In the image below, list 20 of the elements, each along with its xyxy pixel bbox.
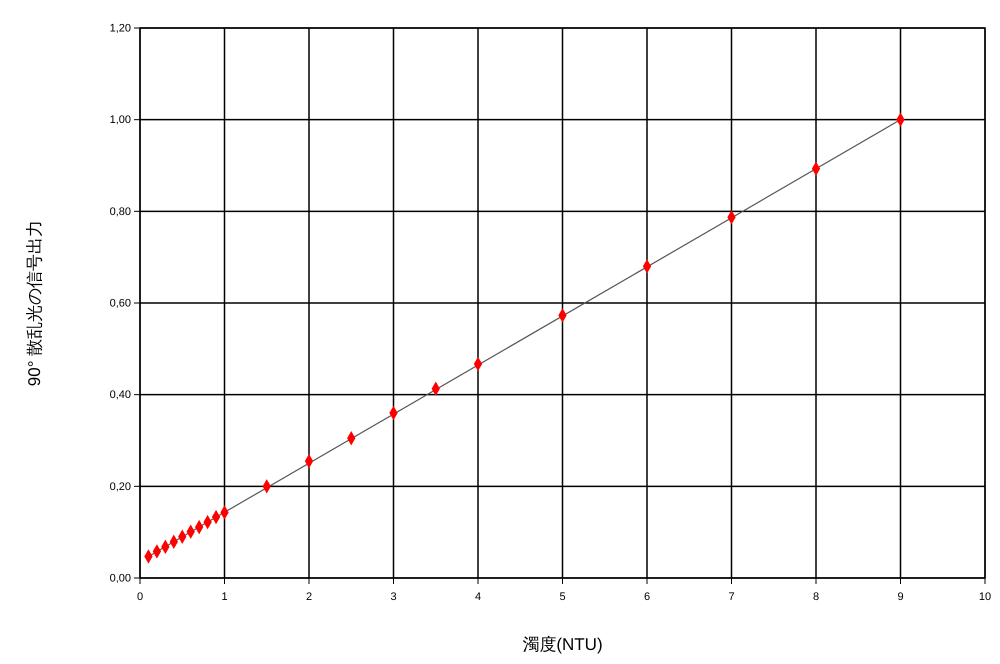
y-axis-title: 90° 散乱光の信号出力 — [25, 220, 44, 386]
x-tick-label: 5 — [559, 591, 566, 604]
x-tick-label: 4 — [474, 591, 482, 604]
y-tick-label: 0,60 — [110, 298, 131, 310]
y-tick-label: 0,00 — [110, 572, 131, 585]
y-tick-label: 0,20 — [110, 480, 131, 493]
y-tick-label: 0,80 — [110, 206, 131, 218]
x-tick-label: 2 — [306, 591, 312, 604]
x-tick-label: 3 — [390, 591, 397, 604]
y-tick-label: 1,20 — [110, 22, 131, 35]
x-tick-label: 10 — [978, 591, 992, 604]
x-tick-label: 6 — [644, 591, 650, 604]
y-tick-label: 1,00 — [110, 114, 131, 126]
x-tick-label: 0 — [136, 591, 144, 604]
y-tick-label: 0,40 — [110, 389, 131, 402]
x-tick-label: 8 — [812, 591, 820, 604]
x-tick-label: 1 — [221, 591, 228, 604]
x-tick-label: 7 — [728, 591, 735, 604]
x-tick-label: 9 — [897, 591, 904, 604]
x-axis-title: 濁度(NTU) — [522, 635, 603, 654]
